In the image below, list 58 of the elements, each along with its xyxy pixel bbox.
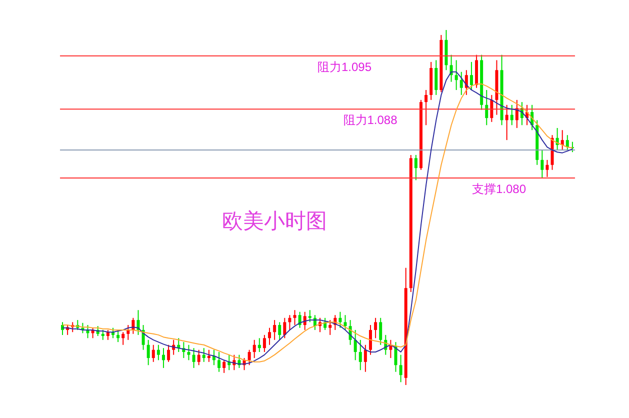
candlestick: [490, 94, 494, 122]
candlestick: [278, 322, 282, 340]
annotation: 欧美小时图: [222, 208, 327, 235]
candlestick: [283, 317, 286, 339]
candlestick: [192, 348, 196, 368]
candlestick: [197, 349, 200, 366]
candlestick: [222, 360, 226, 374]
candlestick: [122, 332, 125, 346]
candlestick: [389, 339, 392, 359]
candlestick: [460, 71, 463, 96]
candlestick: [162, 348, 165, 368]
candlestick: [368, 324, 372, 356]
candlestick: [288, 314, 292, 330]
candlestick: [262, 334, 266, 352]
candlestick: [464, 70, 468, 96]
candlestick: [379, 317, 382, 346]
candlestick: [560, 130, 564, 150]
candlestick: [156, 344, 160, 361]
candlestick: [202, 348, 206, 362]
ref-line-label: 阻力1.095: [318, 60, 372, 74]
candlestick: [364, 344, 367, 372]
candlestick: [546, 159, 549, 178]
ref-line-label: 支撑1.080: [472, 182, 526, 196]
candlestick: [116, 329, 120, 343]
candlestick: [505, 104, 508, 141]
candlestick: [167, 344, 170, 362]
candlestick: [303, 311, 306, 330]
candlestick: [424, 89, 428, 126]
candlestick: [394, 342, 398, 372]
candlestick: [566, 134, 569, 150]
candlestick: [374, 317, 378, 339]
candlestick: [344, 314, 347, 330]
candlestick: [218, 351, 221, 372]
candlestick: [470, 61, 473, 90]
candlestick: [207, 349, 210, 362]
candlestick: [268, 327, 272, 346]
candlestick: [399, 354, 402, 383]
candlestick: [338, 311, 342, 328]
candlestick: [101, 329, 104, 340]
candlestick: [414, 154, 418, 181]
candlestick: [540, 149, 544, 179]
candlestick: [354, 329, 357, 361]
candlestick: [248, 349, 251, 366]
candlestick: [252, 339, 256, 359]
candlestick: [434, 60, 438, 96]
candlestick: [510, 104, 514, 126]
candlestick: [152, 344, 155, 362]
candlestick: [146, 339, 150, 366]
candlestick: [308, 310, 312, 323]
ref-line-label: 阻力1.088: [343, 113, 398, 128]
candlestick: [187, 344, 190, 361]
candlestick: [293, 310, 296, 326]
candlestick: [358, 339, 362, 371]
candlestick: [273, 320, 276, 340]
candlestick: [454, 60, 458, 90]
candlestick: [258, 338, 261, 352]
candlestick: [328, 320, 332, 336]
candlestick: [485, 89, 488, 126]
